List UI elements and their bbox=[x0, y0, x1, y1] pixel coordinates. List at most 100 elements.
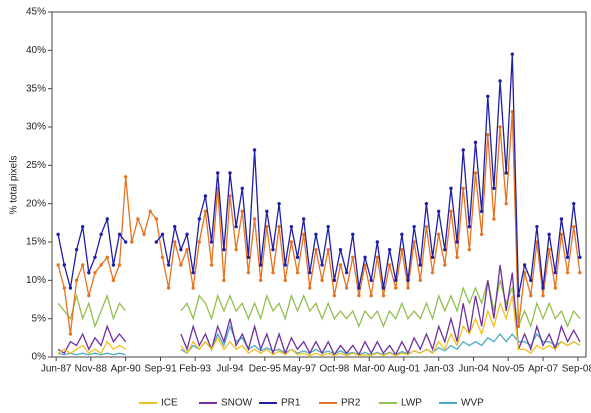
point bbox=[406, 286, 410, 290]
point bbox=[93, 255, 97, 260]
point bbox=[565, 255, 570, 260]
point bbox=[240, 186, 244, 191]
x-tick-label: Mar-00 bbox=[353, 364, 385, 375]
point bbox=[492, 186, 496, 191]
point bbox=[258, 278, 263, 283]
point bbox=[154, 240, 159, 244]
point bbox=[80, 263, 85, 267]
point bbox=[516, 324, 521, 329]
y-tick-label: 45% bbox=[26, 7, 46, 18]
point bbox=[338, 247, 343, 252]
point bbox=[510, 52, 515, 56]
point bbox=[522, 263, 527, 267]
point bbox=[203, 209, 208, 214]
point bbox=[142, 232, 146, 237]
point bbox=[443, 247, 447, 252]
point bbox=[74, 278, 79, 283]
point bbox=[203, 194, 208, 198]
point bbox=[535, 224, 539, 229]
x-tick-label: Jan-03 bbox=[423, 364, 454, 375]
point bbox=[473, 171, 478, 175]
y-tick-label: 20% bbox=[26, 198, 46, 209]
y-tick-label: 0% bbox=[32, 352, 47, 363]
point bbox=[289, 240, 294, 244]
legend-label: LWP bbox=[401, 398, 422, 409]
point bbox=[473, 140, 478, 145]
point bbox=[449, 209, 453, 214]
x-tick-label: Nov-05 bbox=[492, 364, 525, 375]
y-tick-label: 5% bbox=[32, 313, 47, 324]
point bbox=[547, 247, 551, 252]
point bbox=[246, 255, 251, 260]
point bbox=[123, 175, 128, 179]
series-line bbox=[57, 280, 581, 329]
point bbox=[492, 217, 496, 221]
point bbox=[326, 247, 330, 252]
point bbox=[62, 263, 66, 267]
point bbox=[265, 224, 269, 229]
point bbox=[136, 217, 140, 221]
point bbox=[301, 232, 306, 237]
series-line bbox=[57, 111, 581, 335]
point bbox=[117, 263, 122, 267]
point bbox=[191, 286, 195, 290]
point bbox=[68, 286, 73, 290]
point bbox=[461, 148, 465, 152]
point bbox=[504, 171, 508, 175]
y-tick-label: 40% bbox=[26, 45, 46, 56]
point bbox=[258, 263, 263, 267]
point bbox=[228, 194, 232, 198]
point bbox=[572, 224, 576, 229]
point bbox=[283, 278, 287, 283]
point bbox=[430, 270, 435, 275]
point bbox=[387, 263, 392, 267]
point bbox=[240, 209, 244, 214]
point bbox=[363, 255, 367, 260]
x-tick-label: Oct-98 bbox=[319, 364, 349, 375]
point bbox=[332, 293, 337, 298]
y-tick-label: 15% bbox=[26, 237, 46, 248]
point bbox=[375, 255, 380, 260]
point bbox=[424, 201, 429, 206]
point bbox=[234, 224, 238, 229]
point bbox=[406, 278, 410, 283]
point bbox=[289, 224, 294, 229]
point bbox=[486, 132, 490, 137]
point bbox=[148, 209, 152, 214]
point bbox=[105, 217, 109, 221]
plot-frame bbox=[51, 11, 587, 358]
point bbox=[99, 263, 103, 267]
point bbox=[80, 224, 85, 229]
x-tick-label: Jul-94 bbox=[216, 364, 244, 375]
point bbox=[553, 270, 558, 275]
point bbox=[295, 270, 300, 275]
point bbox=[252, 217, 257, 221]
point bbox=[338, 263, 343, 267]
series-line bbox=[57, 324, 581, 356]
point bbox=[344, 286, 349, 290]
point bbox=[394, 278, 398, 283]
point bbox=[74, 247, 79, 252]
point bbox=[191, 270, 195, 275]
x-tick-label: Apr-90 bbox=[111, 364, 141, 375]
point bbox=[87, 293, 91, 298]
series-line bbox=[57, 295, 581, 357]
point bbox=[479, 209, 484, 214]
point bbox=[381, 293, 386, 298]
point bbox=[228, 171, 232, 175]
point bbox=[400, 232, 404, 237]
point bbox=[154, 217, 159, 221]
point bbox=[369, 278, 373, 283]
point bbox=[418, 263, 422, 267]
x-tick-label: Sep-08 bbox=[562, 364, 591, 375]
x-tick-label: May-97 bbox=[283, 364, 317, 375]
point bbox=[277, 224, 281, 229]
point bbox=[185, 247, 189, 252]
point bbox=[308, 286, 312, 290]
point bbox=[467, 247, 472, 252]
point bbox=[394, 286, 398, 290]
point bbox=[117, 232, 122, 237]
point bbox=[320, 263, 324, 267]
point bbox=[222, 278, 226, 283]
